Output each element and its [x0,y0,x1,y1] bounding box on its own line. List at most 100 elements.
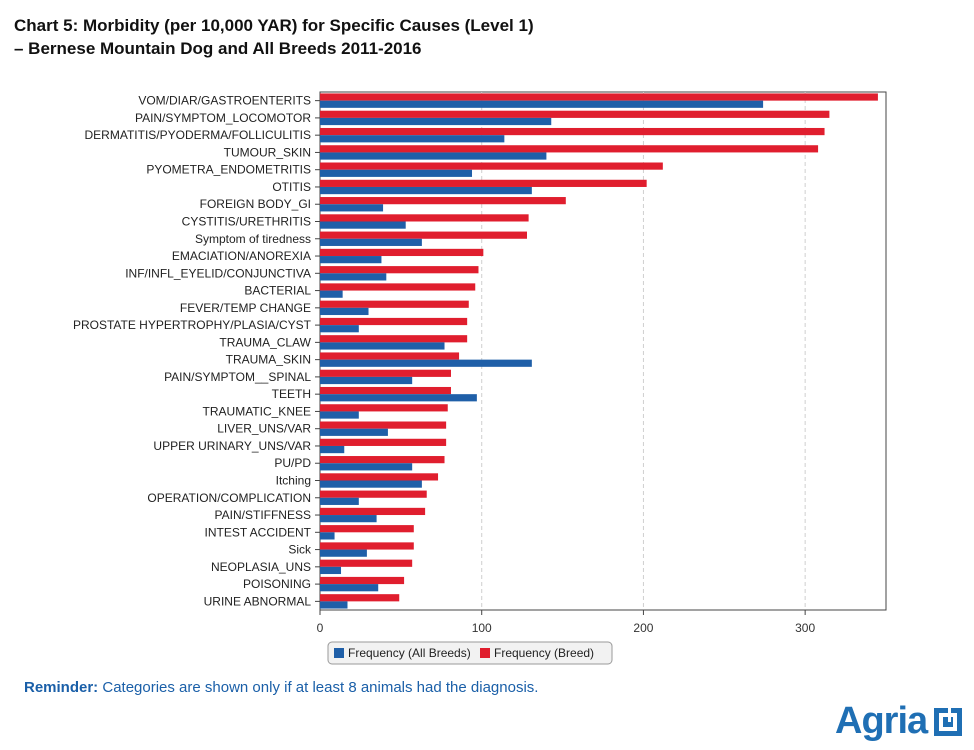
bar-all-breeds [320,152,547,160]
bar-breed [320,93,878,101]
y-tick-label: FEVER/TEMP CHANGE [180,301,311,315]
bar-breed [320,266,479,274]
reminder-text: Categories are shown only if at least 8 … [98,679,539,696]
bar-breed [320,490,427,498]
bar-breed [320,369,451,377]
y-tick-label: TUMOUR_SKIN [224,145,311,159]
agria-logo-text: Agria [835,700,928,742]
x-tick-label: 200 [633,621,653,635]
bar-breed [320,317,468,326]
bar-all-breeds [320,238,422,246]
chart-title: Chart 5: Morbidity (per 10,000 YAR) for … [14,14,534,60]
agria-logo: Agria [835,700,963,743]
bar-breed [320,352,460,360]
bar-all-breeds [320,584,379,592]
bar-breed [320,283,476,291]
bar-breed [320,438,447,446]
bar-breed [320,127,825,136]
chart-title-line-2: – Bernese Mountain Dog and All Breeds 20… [14,39,422,58]
y-tick-label: FOREIGN BODY_GI [200,197,311,211]
bar-all-breeds [320,100,764,108]
bar-all-breeds [320,256,382,264]
y-tick-label: Symptom of tiredness [195,232,311,246]
x-tick-label: 300 [795,621,815,635]
y-tick-label: TEETH [272,387,311,401]
y-tick-label: CYSTITIS/URETHRITIS [182,215,311,229]
y-tick-label: PAIN/SYMPTOM__SPINAL [164,370,311,384]
reminder-label: Reminder: [24,679,99,696]
x-tick-label: 0 [317,621,324,635]
bar-breed [320,335,468,343]
bar-all-breeds [320,290,343,298]
bar-breed [320,179,647,187]
bar-breed [320,507,426,516]
bar-all-breeds [320,601,348,609]
plot-area [319,91,887,611]
bar-breed [320,386,451,395]
y-tick-label: PAIN/SYMPTOM_LOCOMOTOR [135,111,311,125]
bar-breed [320,473,439,481]
bar-breed [320,145,819,153]
bar-breed [320,542,414,550]
bar-all-breeds [320,169,473,177]
bar-all-breeds [320,135,505,143]
bar-breed [320,214,529,222]
y-tick-label: Itching [276,474,311,488]
bar-breed [320,110,830,118]
y-tick-label: TRAUMATIC_KNEE [203,404,311,418]
bar-breed [320,404,448,412]
bar-all-breeds [320,325,359,333]
y-tick-label: DERMATITIS/PYODERMA/FOLLICULITIS [85,128,311,142]
bar-all-breeds [320,204,384,212]
bar-all-breeds [320,428,388,436]
bar-chart: 0 100 200 300 VOM/DIAR/GASTROENTERITS PAIN/SY… [73,91,887,665]
bar-all-breeds [320,307,369,316]
bar-all-breeds [320,273,387,281]
bar-all-breeds [320,342,445,350]
bar-all-breeds [320,221,406,229]
y-tick-label: UPPER URINARY_UNS/VAR [153,439,311,453]
y-tick-label: TRAUMA_CLAW [219,335,311,349]
bar-all-breeds [320,376,413,385]
bar-all-breeds [320,186,532,195]
bar-all-breeds [320,515,377,523]
legend-swatch-all-breeds [334,648,344,658]
bar-breed [320,559,413,567]
y-tick-label: PU/PD [274,456,311,470]
bar-all-breeds [320,549,367,557]
y-tick-label: PROSTATE HYPERTROPHY/PLASIA/CYST [73,318,312,332]
y-tick-label: POISONING [243,577,311,591]
y-tick-label: TRAUMA_SKIN [226,353,311,367]
bar-breed [320,525,414,533]
reminder-note: Reminder: Categories are shown only if a… [24,679,538,696]
y-tick-label: Sick [288,543,312,557]
bar-breed [320,231,527,239]
bar-breed [320,576,405,585]
bar-all-breeds [320,117,552,126]
y-tick-label: OTITIS [272,180,311,194]
bar-all-breeds [320,411,359,419]
bar-all-breeds [320,497,359,505]
y-tick-label: VOM/DIAR/GASTROENTERITS [138,94,311,108]
y-tick-label: LIVER_UNS/VAR [217,422,311,436]
bar-all-breeds [320,532,335,540]
bar-all-breeds [320,394,477,402]
bar-all-breeds [320,445,345,454]
y-tick-label: NEOPLASIA_UNS [211,560,311,574]
bar-breed [320,248,484,257]
bar-breed [320,300,469,308]
y-tick-label: EMACIATION/ANOREXIA [172,249,311,263]
bar-all-breeds [320,480,422,488]
legend [327,641,613,665]
y-tick-label: BACTERIAL [244,284,311,298]
y-tick-label: PYOMETRA_ENDOMETRITIS [146,163,311,177]
legend-label-breed: Frequency (Breed) [494,646,594,660]
bar-breed [320,197,566,205]
legend-label-all-breeds: Frequency (All Breeds) [348,646,471,660]
bar-breed [320,456,445,464]
chart-title-line-1: Chart 5: Morbidity (per 10,000 YAR) for … [14,16,534,35]
bar-all-breeds [320,463,413,471]
bar-all-breeds [320,566,342,575]
legend-swatch-breed [480,648,490,658]
bar-breed [320,594,400,602]
